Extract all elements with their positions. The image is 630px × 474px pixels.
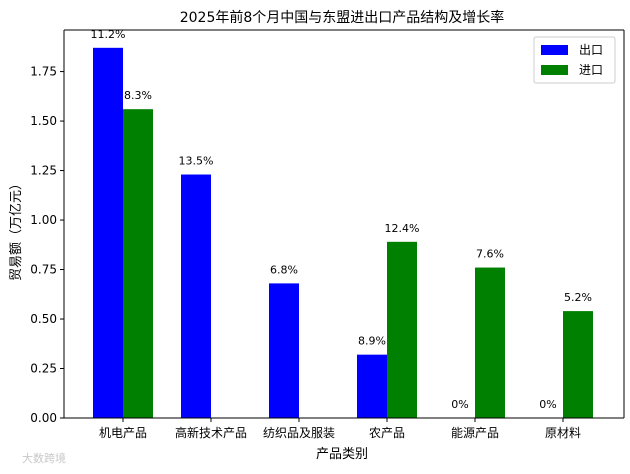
y-tick-label-5: 1.25 (30, 164, 57, 178)
x-tick-label-3: 农产品 (369, 426, 405, 440)
import-bar-4 (475, 267, 505, 418)
y-tick-label-2: 0.50 (30, 312, 57, 326)
import-growth-label-3: 12.4% (385, 222, 420, 235)
export-growth-label-2: 6.8% (270, 263, 298, 276)
y-axis-title: 贸易额（万亿元） (9, 177, 24, 281)
export-growth-label-3: 8.9% (358, 335, 386, 348)
export-growth-label-0: 11.2% (91, 28, 126, 41)
y-tick-label-0: 0.00 (30, 411, 57, 425)
import-bar-3 (387, 241, 417, 418)
import-bar-5 (563, 311, 593, 418)
legend-swatch-import (541, 65, 568, 75)
plot-area: 11.2% 13.5% 6.8% 8.9% 0% 0% 8.3% 12.4% 7.6% 5.2% 0… (30, 28, 625, 440)
x-tick-label-1: 高新技术产品 (175, 425, 247, 440)
x-tick-label-5: 原材料 (545, 426, 581, 440)
export-growth-label-4: 0% (451, 398, 468, 411)
chart-title: 2025年前8个月中国与东盟进出口产品结构及增长率 (180, 9, 505, 26)
y-tick-label-7: 1.75 (30, 65, 57, 79)
y-tick-label-4: 1.00 (30, 213, 57, 227)
y-tick-label-6: 1.50 (30, 114, 57, 128)
import-growth-label-0: 8.3% (124, 89, 152, 102)
x-tick-label-0: 机电产品 (99, 426, 147, 440)
legend-swatch-export (541, 45, 568, 55)
y-tick-label-3: 0.75 (30, 263, 57, 277)
import-bar-0 (123, 109, 153, 419)
watermark-text: 大数跨境 (22, 451, 66, 465)
import-growth-label-5: 5.2% (564, 291, 592, 304)
x-tick-label-2: 纺织品及服装 (263, 426, 335, 440)
export-bar-3 (357, 354, 387, 418)
legend-label-export: 出口 (579, 43, 603, 57)
export-bar-1 (181, 174, 211, 418)
x-axis-title: 产品类别 (316, 447, 368, 462)
export-growth-label-1: 13.5% (179, 155, 214, 168)
x-tick-label-4: 能源产品 (451, 426, 499, 440)
export-bar-2 (269, 283, 299, 418)
export-bar-0 (93, 47, 123, 419)
export-growth-label-5: 0% (539, 398, 556, 411)
legend-label-import: 进口 (579, 63, 603, 77)
import-growth-label-4: 7.6% (476, 248, 504, 261)
y-tick-label-1: 0.25 (30, 362, 57, 376)
